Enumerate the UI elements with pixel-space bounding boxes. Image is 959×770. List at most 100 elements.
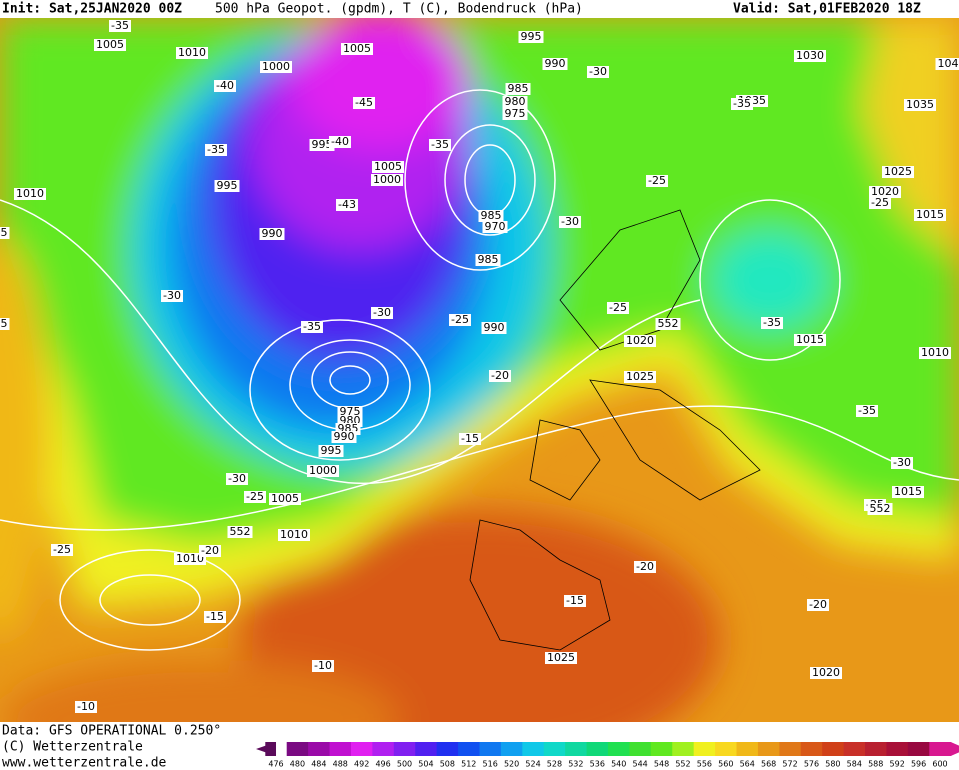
label-box (226, 473, 248, 485)
pressure-label: 990 (484, 321, 505, 334)
pressure-label-group: 975 (502, 107, 528, 120)
label-box (227, 526, 253, 538)
pressure-label-group: 995 (318, 444, 344, 457)
pressure-label: 1020 (871, 185, 899, 198)
colorbar-swatch (907, 742, 930, 756)
colorbar-swatch (800, 742, 823, 756)
colorbar-label: 496 (375, 760, 390, 769)
temperature-label: -30 (893, 456, 911, 469)
colorbar-label: 596 (911, 760, 926, 769)
colorbar-swatch (479, 742, 502, 756)
temperature-label-group: -35 (856, 404, 878, 417)
colorbar-swatch (886, 742, 909, 756)
colorbar-swatch (736, 742, 759, 756)
colorbar-swatch (415, 742, 438, 756)
geopotential-label-group: 552 (227, 525, 253, 538)
pressure-label-group: 990 (331, 430, 357, 443)
label-box (856, 405, 878, 417)
pressure-label-group: 1010 (14, 187, 46, 200)
pressure-label-group: 990 (259, 227, 285, 240)
pressure-label: 1010 (176, 552, 204, 565)
colorbar-label: 536 (590, 760, 605, 769)
temperature-label: -15 (566, 594, 584, 607)
colorbar-label: 552 (675, 760, 690, 769)
colorbar-label: 492 (354, 760, 369, 769)
label-box (502, 108, 528, 120)
geopotential-label-group: 552 (655, 317, 681, 330)
pressure-label-group: 990 (542, 57, 568, 70)
label-box (807, 599, 829, 611)
pressure-label-group: 995 (214, 179, 240, 192)
label-box (481, 322, 507, 334)
label-box (176, 47, 208, 59)
temperature-label: -30 (163, 289, 181, 302)
temperature-label-group: -20 (634, 560, 656, 573)
colorbar-label: 588 (868, 760, 883, 769)
label-box (449, 314, 471, 326)
geopotential-label: 552 (870, 502, 891, 515)
colorbar-swatch (929, 742, 952, 756)
temperature-label-group: -15 (564, 594, 586, 607)
pressure-label-group: 995 (518, 30, 544, 43)
colorbar-label: 592 (890, 760, 905, 769)
pressure-label: 1015 (894, 485, 922, 498)
temperature-label: -30 (373, 306, 391, 319)
colorbar-swatch (372, 742, 395, 756)
temperature-label-group: -20 (199, 544, 221, 557)
label-box (353, 97, 375, 109)
colorbar-label: 524 (525, 760, 540, 769)
coastlines (469, 209, 761, 651)
geopotential-label: 552 (230, 525, 251, 538)
geopotential-label-group: 552 (867, 502, 893, 515)
colorbar-swatch (458, 742, 480, 756)
temperature-label: -20 (491, 369, 509, 382)
colorbar-label: 556 (697, 760, 712, 769)
temperature-label: -25 (648, 174, 666, 187)
colorbar-label: 540 (611, 760, 626, 769)
temperature-label: -30 (561, 215, 579, 228)
pressure-label: 975 (340, 405, 361, 418)
map-title: 500 hPa Geopot. (gpdm), T (C), Bodendruc… (215, 2, 583, 17)
label-box (587, 66, 609, 78)
temperature-label: -45 (355, 96, 373, 109)
pressure-label: 985 (481, 209, 502, 222)
temperature-label-group: -25 (449, 313, 471, 326)
pressure-label: 1010 (921, 346, 949, 359)
pressure-label: 1010 (16, 187, 44, 200)
label-box (882, 166, 914, 178)
colorbar-swatch (308, 742, 331, 756)
colorbar-label: 584 (847, 760, 862, 769)
temperature-label-group: -45 (353, 96, 375, 109)
label-box (904, 99, 936, 111)
colorbar-swatch (693, 742, 716, 756)
label-box (545, 652, 577, 664)
colorbar-swatch (565, 742, 588, 756)
pressure-label: 1015 (916, 208, 944, 221)
label-box (14, 188, 46, 200)
colorbar-label: 532 (568, 760, 583, 769)
pressure-label: 1000 (309, 464, 337, 477)
colorbar-label: 568 (761, 760, 776, 769)
label-box (518, 31, 544, 43)
pressure-label-group: 1015 (794, 333, 826, 346)
label-box (794, 334, 826, 346)
label-box (341, 43, 373, 55)
label-box (307, 465, 339, 477)
temperature-label-group: -30 (559, 215, 581, 228)
temperature-label-group: -10 (75, 700, 97, 713)
label-box (278, 529, 310, 541)
pressure-label-group: 1020 (869, 185, 901, 198)
header-bar (0, 0, 959, 18)
colorbar-label: 576 (804, 760, 819, 769)
label-box (75, 701, 97, 713)
pressure-label: 995 (321, 444, 342, 457)
colorbar-swatch (500, 742, 523, 756)
init-time: Init: Sat,25JAN2020 00Z (2, 2, 182, 17)
temperature-label-group: -15 (459, 432, 481, 445)
pressure-label-group: 1030 (794, 49, 826, 62)
colorbar-swatch (329, 742, 352, 756)
label-box (935, 58, 959, 70)
colorbar-swatch (586, 742, 609, 756)
colorbar-swatch (865, 742, 887, 756)
label-box (634, 561, 656, 573)
